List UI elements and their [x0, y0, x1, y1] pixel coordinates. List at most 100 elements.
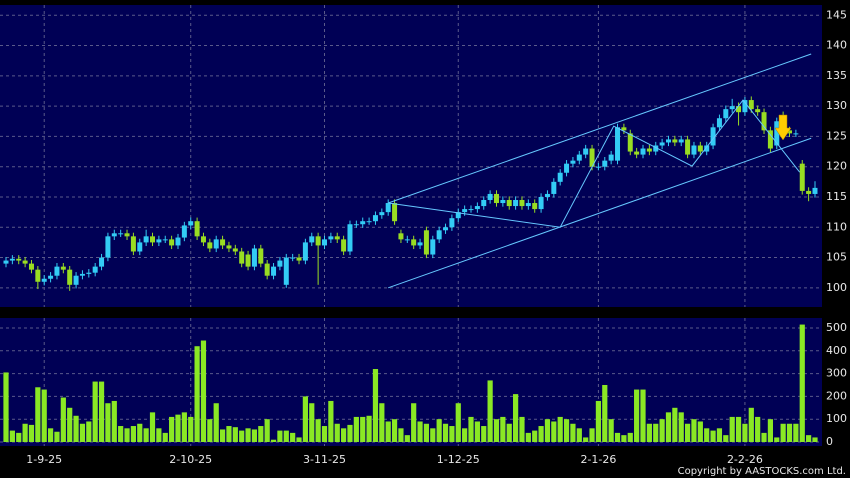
candle-body — [48, 275, 54, 279]
candle-body — [443, 227, 449, 231]
y-tick-label: 105 — [826, 251, 847, 264]
volume-bar — [226, 426, 232, 442]
candle-body — [232, 248, 238, 252]
candle-body — [277, 260, 283, 267]
volume-bar — [92, 381, 98, 442]
candle-body — [799, 163, 805, 191]
candle-body — [583, 148, 589, 155]
volume-bar — [200, 340, 207, 442]
candle-body — [589, 148, 595, 167]
y-tick-label: 145 — [826, 8, 847, 21]
candle-body — [341, 239, 347, 252]
candle-body — [564, 163, 570, 173]
volume-bar — [742, 423, 748, 442]
volume-bar — [430, 428, 436, 442]
candle-body — [9, 258, 15, 261]
volume-bar — [341, 428, 347, 442]
candle-body — [513, 200, 519, 207]
y-tick-label: 200 — [826, 389, 847, 402]
volume-bar — [423, 423, 430, 442]
volume-bar — [321, 426, 328, 442]
y-tick-label: 125 — [826, 129, 847, 142]
candle-body — [493, 193, 499, 204]
candle-body — [322, 239, 327, 246]
trend-line — [388, 53, 812, 204]
volume-bar — [302, 396, 308, 442]
volume-bar — [462, 428, 468, 442]
volume-bar — [290, 432, 296, 442]
volume-bar — [251, 429, 258, 442]
volume-bar — [417, 421, 423, 442]
volume-bar — [156, 428, 162, 442]
candle-body — [302, 242, 308, 261]
candle-body — [379, 212, 385, 216]
volume-bar — [678, 412, 684, 442]
volume-bar — [385, 421, 391, 442]
candle-body — [353, 224, 359, 226]
candle-body — [659, 142, 665, 146]
volume-bar — [35, 387, 41, 442]
candle-body — [54, 266, 60, 276]
candle-body — [175, 237, 181, 246]
volume-bar — [519, 416, 525, 442]
volume-bar — [442, 423, 449, 442]
volume-bar — [449, 426, 455, 442]
candle-body — [793, 133, 799, 135]
y-tick-label: 135 — [826, 69, 847, 82]
trend-line — [388, 99, 801, 228]
y-tick-label: 300 — [826, 367, 847, 380]
candle-body — [665, 139, 671, 143]
volume-bar — [767, 419, 773, 442]
volume-bar — [245, 428, 251, 442]
volume-bar — [143, 428, 149, 442]
candle-body — [500, 200, 506, 204]
candle-body — [704, 145, 710, 152]
candle-body — [551, 181, 557, 194]
volume-bar — [595, 400, 602, 442]
volume-bar — [665, 412, 672, 442]
candle-body — [595, 166, 601, 168]
volume-bar — [468, 416, 474, 442]
volume-bar — [735, 416, 742, 442]
candle-body — [60, 266, 66, 270]
volume-bar — [691, 419, 697, 442]
volume-bar — [347, 424, 353, 442]
candle-body — [627, 133, 633, 152]
volume-bar — [219, 429, 226, 442]
volume-bar — [379, 403, 385, 442]
volume-bar — [481, 426, 487, 442]
x-tick-label: 2-2-26 — [727, 453, 763, 466]
volume-bar — [532, 430, 538, 442]
candle-body — [634, 151, 640, 155]
volume-bar — [646, 423, 652, 442]
volume-bar — [47, 428, 54, 442]
candle-body — [226, 245, 232, 249]
volume-bar — [544, 419, 551, 442]
volume-bar — [188, 416, 194, 442]
candle-body — [41, 278, 47, 282]
candle-body — [729, 106, 735, 110]
candle-body — [774, 121, 780, 146]
candle-body — [150, 236, 156, 243]
candle-body — [570, 160, 576, 164]
volume-bar — [697, 421, 703, 442]
volume-bar — [309, 403, 315, 442]
volume-bar — [761, 432, 767, 442]
candle-body — [73, 275, 79, 285]
candle-body — [678, 139, 684, 143]
y-tick-label: 100 — [826, 412, 847, 425]
volume-bar — [640, 389, 646, 442]
volume-bar — [602, 384, 608, 442]
candle-body — [787, 130, 793, 134]
candle-body — [360, 221, 366, 225]
volume-bar — [455, 403, 461, 442]
volume-bar — [755, 416, 761, 442]
candle-body — [251, 248, 257, 267]
candle-body — [67, 269, 73, 285]
candle-body — [137, 242, 143, 252]
volume-bar — [149, 412, 156, 442]
candle-body — [430, 239, 436, 255]
volume-bar — [28, 424, 35, 442]
volume-bar — [812, 437, 818, 442]
marks — [3, 53, 818, 442]
